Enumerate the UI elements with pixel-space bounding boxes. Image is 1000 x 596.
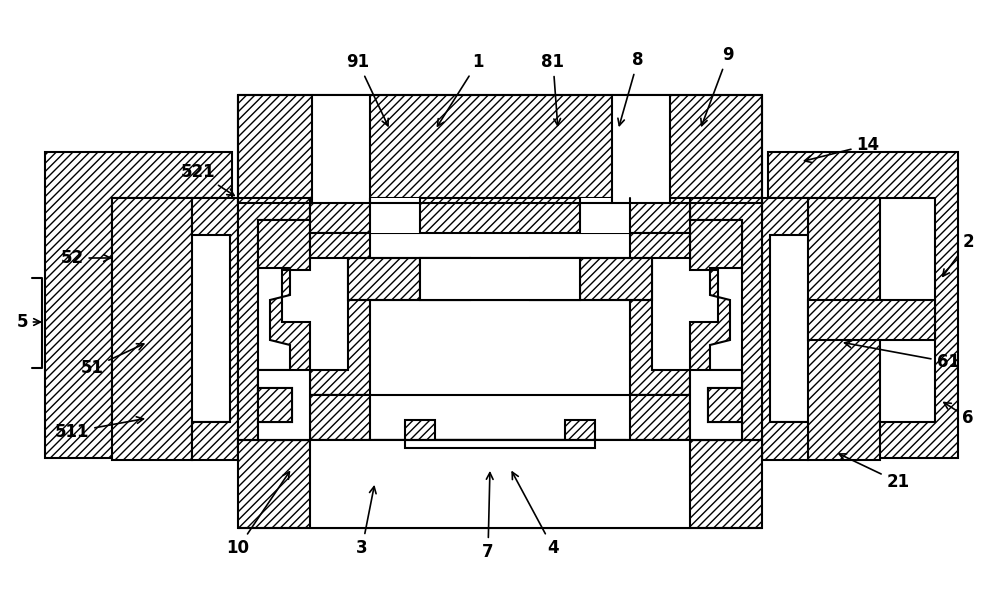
Text: 7: 7 — [482, 473, 494, 561]
Polygon shape — [238, 440, 762, 528]
Polygon shape — [690, 220, 742, 392]
Text: 1: 1 — [437, 53, 484, 126]
Text: 9: 9 — [701, 46, 734, 126]
Polygon shape — [310, 395, 690, 440]
Polygon shape — [310, 440, 690, 528]
Polygon shape — [348, 258, 652, 300]
Text: 61: 61 — [845, 341, 960, 371]
Text: 52: 52 — [60, 249, 110, 267]
Polygon shape — [310, 395, 370, 440]
Text: 511: 511 — [55, 417, 143, 441]
Polygon shape — [258, 370, 310, 440]
Polygon shape — [310, 233, 370, 395]
Text: 21: 21 — [839, 454, 910, 491]
Text: 3: 3 — [356, 486, 376, 557]
Text: 81: 81 — [542, 53, 564, 125]
Polygon shape — [420, 258, 580, 300]
Polygon shape — [580, 198, 630, 233]
Polygon shape — [768, 152, 958, 458]
Polygon shape — [405, 440, 595, 448]
Polygon shape — [45, 152, 232, 458]
Polygon shape — [258, 220, 310, 392]
Polygon shape — [258, 388, 292, 422]
Polygon shape — [192, 198, 238, 460]
Polygon shape — [420, 258, 470, 300]
Polygon shape — [238, 198, 310, 460]
Polygon shape — [690, 370, 742, 440]
Polygon shape — [808, 300, 935, 340]
Polygon shape — [370, 198, 420, 233]
Text: 6: 6 — [944, 402, 974, 427]
Polygon shape — [630, 395, 690, 440]
Text: 2: 2 — [943, 233, 974, 277]
Text: 4: 4 — [512, 472, 559, 557]
Polygon shape — [612, 95, 670, 203]
Text: 14: 14 — [805, 136, 880, 163]
Text: 5: 5 — [16, 313, 40, 331]
Polygon shape — [565, 420, 595, 440]
Polygon shape — [405, 420, 435, 440]
Text: 10: 10 — [226, 472, 289, 557]
Polygon shape — [530, 258, 580, 300]
Text: 91: 91 — [346, 53, 388, 126]
Polygon shape — [312, 95, 370, 203]
Polygon shape — [310, 198, 690, 233]
Polygon shape — [808, 198, 880, 460]
Polygon shape — [690, 198, 762, 460]
Polygon shape — [375, 440, 625, 522]
Text: 51: 51 — [80, 344, 144, 377]
Polygon shape — [238, 95, 762, 203]
Text: 521: 521 — [181, 163, 234, 195]
Text: 8: 8 — [618, 51, 644, 126]
Polygon shape — [112, 198, 192, 460]
Polygon shape — [762, 198, 808, 460]
Polygon shape — [630, 233, 690, 395]
Polygon shape — [708, 388, 742, 422]
